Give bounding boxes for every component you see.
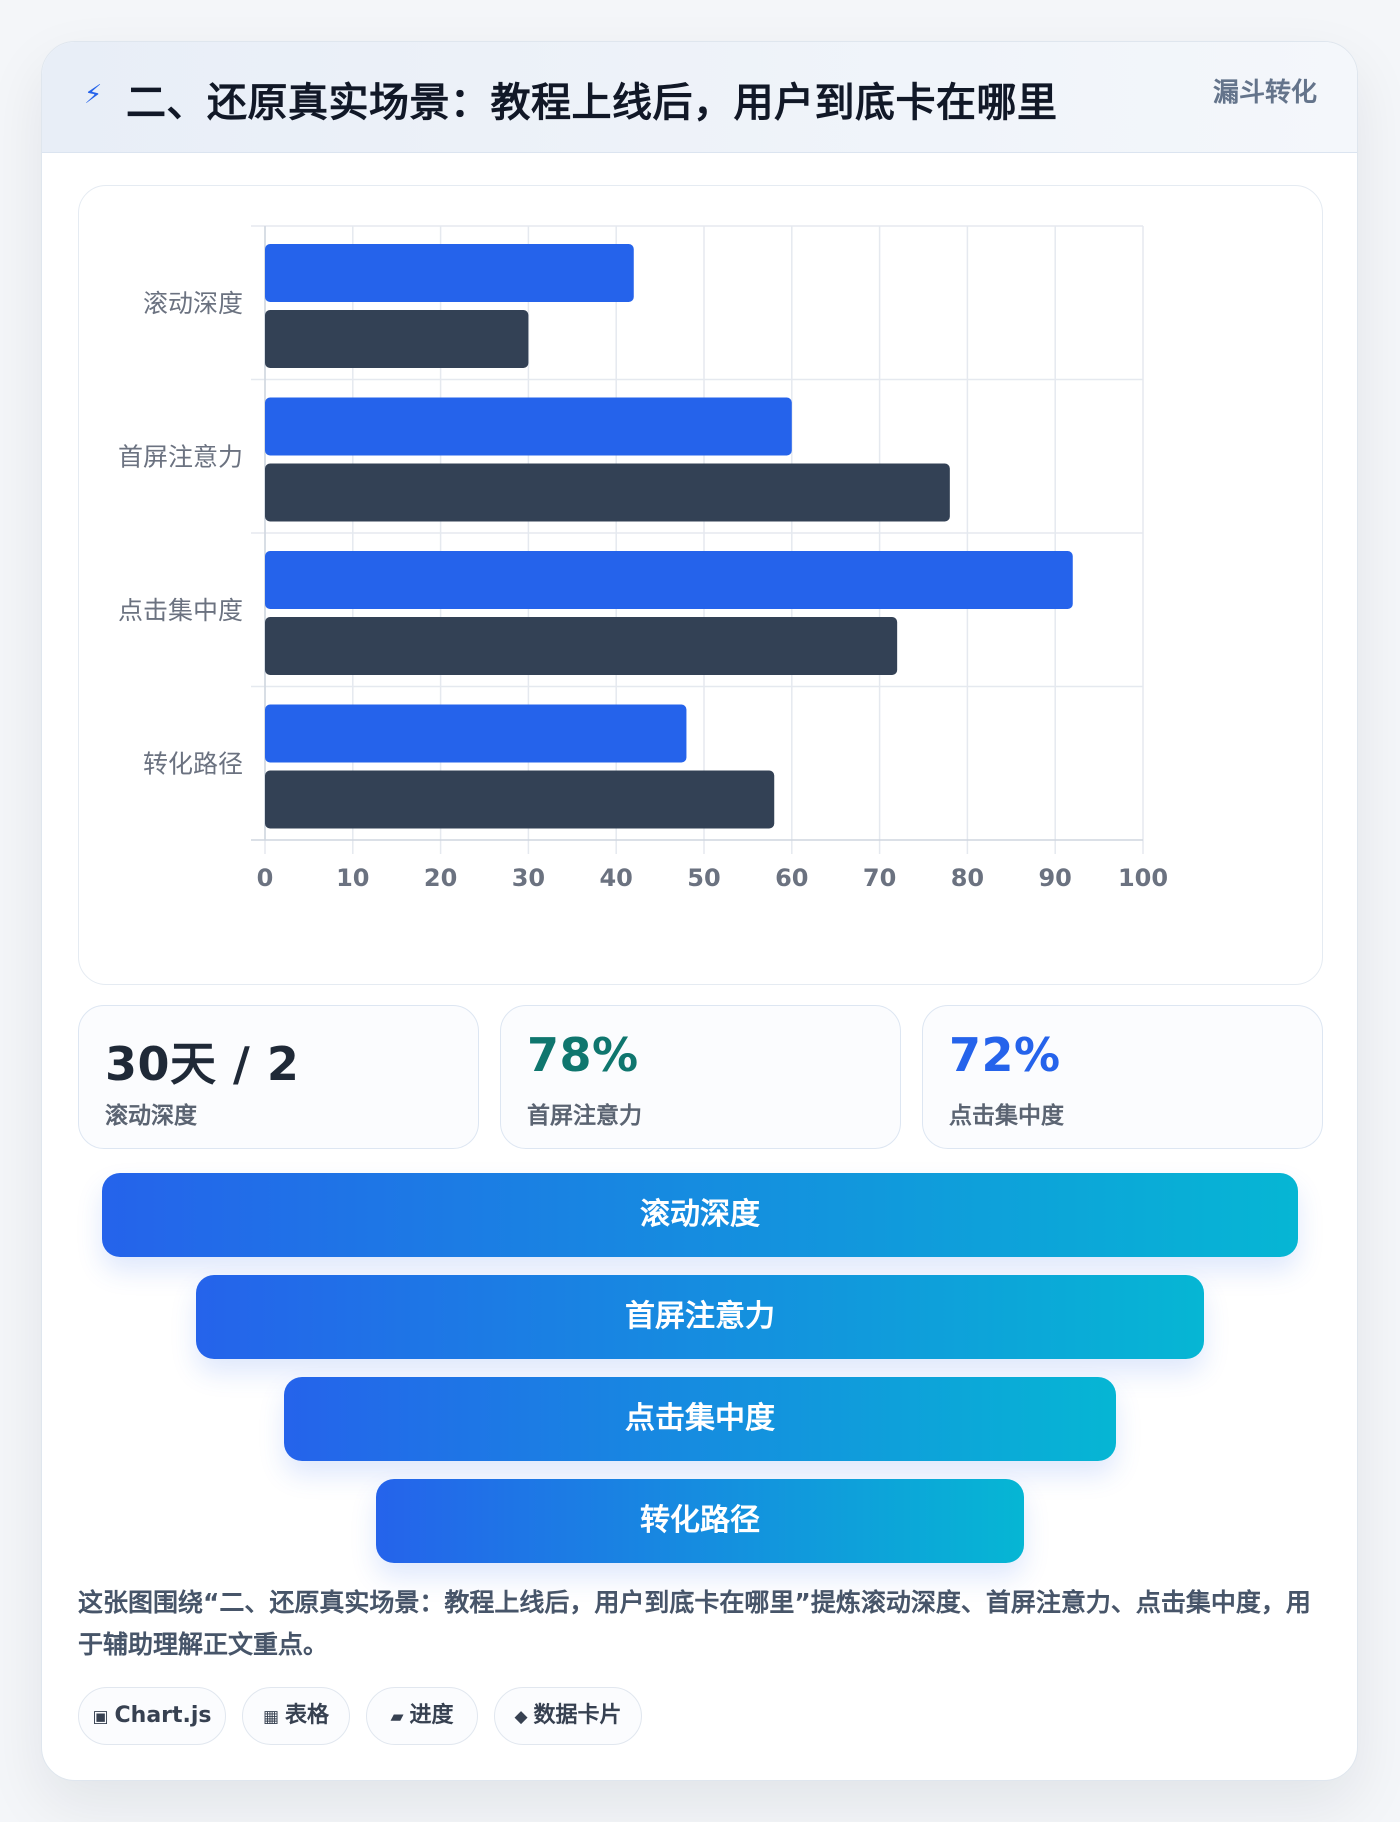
- pill-table[interactable]: ▦ 表格: [242, 1687, 350, 1745]
- pill-data-card[interactable]: ◆ 数据卡片: [494, 1687, 642, 1745]
- pill-label: 表格: [285, 1703, 330, 1728]
- stat-value: 72%: [949, 1028, 1061, 1082]
- page-title: 二、还原真实场景：教程上线后，用户到底卡在哪里: [126, 80, 1058, 126]
- lightning-icon: ⚡: [84, 80, 103, 110]
- card-header: ⚡ 二、还原真实场景：教程上线后，用户到底卡在哪里 漏斗转化: [42, 42, 1357, 153]
- funnel-step-3: 点击集中度: [284, 1377, 1116, 1461]
- pill-chartjs[interactable]: ▣ Chart.js: [78, 1687, 226, 1745]
- content-card: ⚡ 二、还原真实场景：教程上线后，用户到底卡在哪里 漏斗转化 滚动深度 首屏注意力…: [41, 41, 1358, 1781]
- bar-2-1: [265, 310, 529, 368]
- stat-card-scroll-depth: 30天 / 2 滚动深度: [78, 1005, 479, 1149]
- x-tick-label: 60: [775, 864, 808, 892]
- stat-value: 78%: [527, 1028, 639, 1082]
- bar-1-2: [265, 397, 792, 456]
- x-tick-label: 10: [336, 864, 369, 892]
- category-label: 首屏注意力: [118, 442, 243, 471]
- progress-icon: ▰: [390, 1707, 404, 1727]
- category-label: 点击集中度: [118, 596, 243, 625]
- x-tick-label: 100: [1118, 864, 1168, 892]
- stat-label: 首屏注意力: [527, 1103, 642, 1129]
- x-tick-label: 0: [257, 864, 274, 892]
- pill-progress[interactable]: ▰ 进度: [366, 1687, 478, 1745]
- pill-label: 数据卡片: [533, 1703, 622, 1728]
- funnel-step-1: 滚动深度: [102, 1173, 1298, 1257]
- table-icon: ▦: [262, 1707, 280, 1727]
- x-tick-label: 90: [1038, 864, 1071, 892]
- pill-label: Chart.js: [114, 1703, 212, 1728]
- pill-label: 进度: [409, 1703, 454, 1728]
- funnel-step-2: 首屏注意力: [196, 1275, 1204, 1359]
- stat-label: 点击集中度: [949, 1103, 1064, 1129]
- stat-label: 滚动深度: [105, 1103, 197, 1129]
- x-tick-label: 20: [424, 864, 457, 892]
- diamond-icon: ◆: [514, 1707, 528, 1727]
- square-icon: ▣: [92, 1707, 109, 1727]
- x-tick-label: 80: [951, 864, 984, 892]
- stat-card-first-screen: 78% 首屏注意力: [500, 1005, 901, 1149]
- bar-2-3: [265, 617, 898, 675]
- x-tick-label: 30: [512, 864, 545, 892]
- x-tick-label: 50: [687, 864, 720, 892]
- x-tick-label: 70: [863, 864, 896, 892]
- stat-value: 30天 / 2: [105, 1037, 300, 1091]
- bar-chart: 滚动深度首屏注意力点击集中度转化路径 0 10 20 30 40 50 60 70 80 90 100: [78, 185, 1323, 985]
- bar-1-1: [265, 244, 634, 302]
- stat-card-click-focus: 72% 点击集中度: [922, 1005, 1323, 1149]
- category-label: 转化路径: [143, 749, 243, 778]
- bar-2-2: [265, 463, 950, 522]
- bar-1-4: [265, 704, 687, 763]
- chart-description: 这张图围绕“二、还原真实场景：教程上线后，用户到底卡在哪里”提炼滚动深度、首屏注…: [78, 1588, 1311, 1659]
- category-label: 滚动深度: [143, 289, 243, 318]
- bar-1-3: [265, 551, 1073, 609]
- header-tag: 漏斗转化: [1212, 78, 1317, 108]
- funnel-step-4: 转化路径: [376, 1479, 1024, 1563]
- bar-2-4: [265, 770, 775, 829]
- x-tick-label: 40: [599, 864, 632, 892]
